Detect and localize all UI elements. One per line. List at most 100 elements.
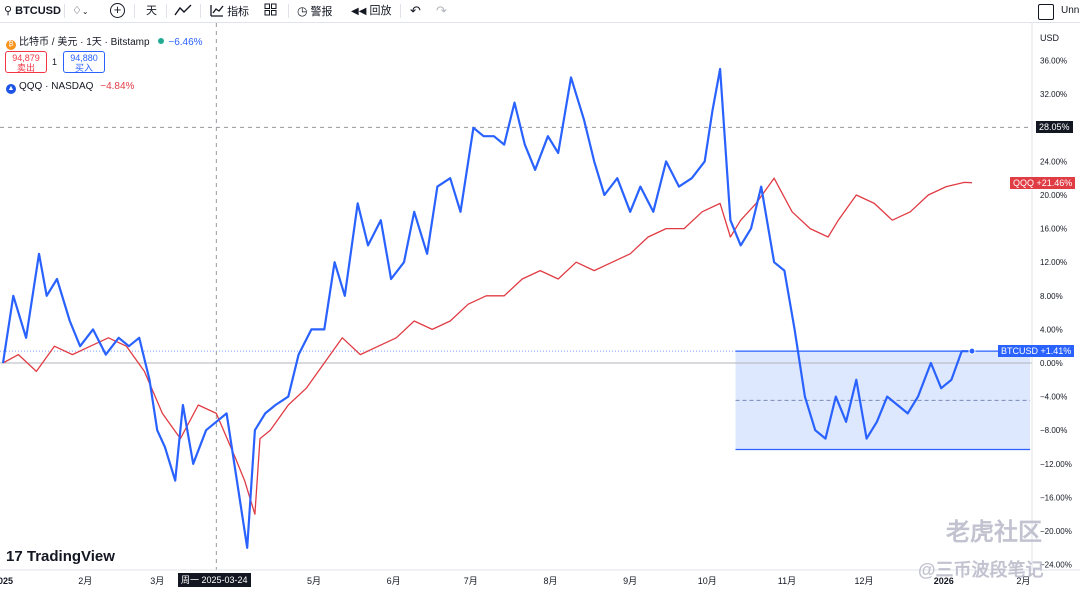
qqq-last-value-tag: QQQ +21.46% bbox=[1010, 176, 1076, 189]
layout-name[interactable]: Unn bbox=[1061, 5, 1080, 16]
time-axis[interactable]: 2025 2月 3月 5月 6月 7月 8月 9月 10月 11月 12月 2026 2月 bbox=[0, 569, 1080, 586]
symbol-search-button[interactable]: ⚲ BTCUSD bbox=[4, 3, 61, 19]
community-watermark: 老虎社区 bbox=[946, 519, 1042, 546]
buy-button[interactable]: 94,880 买入 bbox=[63, 51, 105, 73]
x-tick-label: 2025 bbox=[0, 576, 13, 586]
sell-price: 94,879 bbox=[12, 53, 40, 63]
y-tick-label: −16.00% bbox=[1040, 493, 1072, 502]
y-tick-label: 0.00% bbox=[1040, 359, 1063, 368]
y-tick-label: 24.00% bbox=[1040, 157, 1067, 166]
x-tick-label: 2月 bbox=[1016, 576, 1030, 586]
y-tick-label: 32.00% bbox=[1040, 90, 1067, 99]
fullscreen-button[interactable] bbox=[1038, 4, 1054, 20]
replay-button[interactable]: ◀◀ 回放 bbox=[351, 3, 391, 19]
x-tick-label: 12月 bbox=[855, 576, 874, 586]
main-series-name: 比特币 / 美元 · 1天 · Bitstamp bbox=[19, 37, 150, 48]
line-chart-icon bbox=[174, 4, 192, 16]
price-chart[interactable]: 36.00% 32.00% 24.00% 20.00% 16.00% 12.00% 8.00… bbox=[0, 23, 1080, 592]
toolbar-divider bbox=[200, 4, 201, 18]
y-tick-label: 36.00% bbox=[1040, 57, 1067, 66]
alerts-button[interactable]: ◷ 警报 bbox=[297, 3, 333, 19]
tv-mark-icon: 17 bbox=[6, 548, 23, 565]
series-line-btcusd bbox=[1, 67, 972, 549]
toolbar-divider bbox=[64, 4, 65, 18]
toolbar-divider bbox=[134, 4, 135, 18]
undo-button[interactable]: ↶ bbox=[410, 3, 421, 19]
compare-series-name: QQQ · NASDAQ bbox=[19, 81, 94, 92]
market-open-dot bbox=[158, 38, 165, 44]
y-tick-label: −12.00% bbox=[1040, 460, 1072, 469]
btc-last-point bbox=[968, 347, 976, 355]
replay-label: 回放 bbox=[369, 5, 392, 17]
symbol-label: BTCUSD bbox=[15, 5, 61, 17]
crosshair-date-label: 周一 2025-03-24 bbox=[178, 573, 251, 587]
x-tick-label: 3月 bbox=[150, 576, 164, 586]
btc-tag-value: +1.41% bbox=[1040, 346, 1072, 357]
y-tick-label: −24.00% bbox=[1040, 561, 1072, 570]
btc-tag-name: BTCUSD bbox=[1001, 346, 1039, 357]
x-tick-label: 7月 bbox=[464, 576, 478, 586]
diamond-icon: ♢ bbox=[72, 5, 82, 17]
undo-icon: ↶ bbox=[410, 3, 421, 18]
brand-name: TradingView bbox=[26, 548, 115, 565]
x-tick-label: 2026 bbox=[934, 576, 954, 586]
bitcoin-icon: ₿ bbox=[6, 40, 16, 50]
chevron-down-icon: ⌄ bbox=[81, 7, 89, 16]
compare-series-legend[interactable]: ▲ QQQ · NASDAQ −4.84% bbox=[6, 81, 134, 94]
indicators-icon bbox=[210, 5, 224, 17]
tradingview-logo[interactable]: 17 TradingView bbox=[6, 548, 115, 565]
crosshair-price-label: 28.05% bbox=[1036, 121, 1073, 134]
redo-button[interactable]: ↷ bbox=[436, 3, 447, 19]
x-tick-label: 11月 bbox=[778, 576, 796, 586]
y-tick-label: 4.00% bbox=[1040, 325, 1063, 334]
x-tick-label: 9月 bbox=[623, 576, 637, 586]
top-toolbar: ⚲ BTCUSD ♢⌄ + 天 指标 ◷ 警报 ◀◀ 回放 ↶ ↷ Unn bbox=[0, 0, 1080, 23]
price-axis[interactable]: 36.00% 32.00% 24.00% 20.00% 16.00% 12.00% 8.00… bbox=[1031, 23, 1072, 570]
author-watermark: @三币波段笔记 bbox=[918, 560, 1044, 580]
axis-labels-overlay bbox=[968, 347, 976, 355]
y-tick-label: 12.00% bbox=[1040, 258, 1067, 267]
currency-label[interactable]: USD bbox=[1040, 33, 1060, 43]
x-tick-label: 8月 bbox=[543, 576, 557, 586]
qqq-tag-value: +21.46% bbox=[1036, 177, 1073, 188]
nasdaq-icon: ▲ bbox=[6, 84, 16, 94]
sell-label: 卖出 bbox=[16, 63, 35, 73]
toolbar-divider bbox=[400, 4, 401, 18]
toolbar-divider bbox=[288, 4, 289, 18]
redo-icon: ↷ bbox=[436, 3, 447, 18]
spread-value: 1 bbox=[52, 57, 58, 67]
y-tick-label: −20.00% bbox=[1040, 527, 1072, 536]
sell-button[interactable]: 94,879 卖出 bbox=[5, 51, 47, 73]
layouts-button[interactable] bbox=[264, 3, 277, 19]
x-tick-label: 5月 bbox=[307, 576, 321, 586]
buy-label: 买入 bbox=[74, 63, 93, 73]
plus-circle-icon: + bbox=[110, 3, 125, 18]
main-series-legend[interactable]: ₿ 比特币 / 美元 · 1天 · Bitstamp −6.46% bbox=[6, 33, 203, 50]
main-series-change: −6.46% bbox=[168, 37, 203, 48]
grid-icon bbox=[264, 3, 277, 16]
qqq-tag-name: QQQ bbox=[1013, 177, 1035, 188]
alarm-clock-icon: ◷ bbox=[297, 4, 308, 18]
btc-last-value-tag: BTCUSD +1.41% bbox=[998, 345, 1075, 358]
y-tick-label: −8.00% bbox=[1040, 426, 1067, 435]
rewind-icon: ◀◀ bbox=[351, 6, 367, 17]
indicators-label: 指标 bbox=[227, 6, 250, 18]
y-tick-label: 8.00% bbox=[1040, 292, 1063, 301]
chart-type-button[interactable] bbox=[174, 3, 192, 19]
compare-symbol-button[interactable]: ♢⌄ bbox=[72, 3, 89, 19]
x-tick-label: 10月 bbox=[698, 576, 717, 586]
interval-button[interactable]: 天 bbox=[146, 5, 157, 17]
y-tick-label: 20.00% bbox=[1040, 191, 1067, 200]
y-tick-label: 16.00% bbox=[1040, 225, 1067, 234]
x-tick-label: 6月 bbox=[387, 576, 401, 586]
search-icon: ⚲ bbox=[4, 5, 13, 17]
x-tick-label: 2月 bbox=[78, 576, 92, 586]
add-symbol-button[interactable]: + bbox=[110, 3, 125, 19]
toolbar-divider bbox=[166, 4, 167, 18]
compare-series-change: −4.84% bbox=[100, 81, 135, 92]
buy-price: 94,880 bbox=[70, 53, 98, 63]
y-tick-label: −4.00% bbox=[1040, 393, 1067, 402]
indicators-button[interactable]: 指标 bbox=[210, 3, 249, 19]
series-line-qqq bbox=[2, 177, 973, 515]
alerts-label: 警报 bbox=[310, 6, 333, 18]
